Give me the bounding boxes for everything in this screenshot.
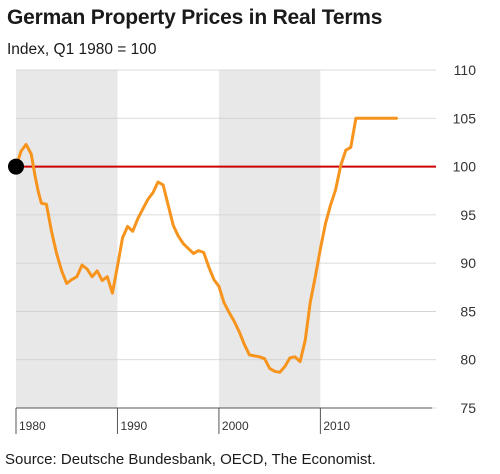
source-note: Source: Deutsche Bundesbank, OECD, The E… [5, 451, 376, 468]
y-tick-label-100: 100 [453, 159, 477, 175]
y-tick-label-85: 85 [460, 303, 476, 319]
start-marker [8, 158, 24, 175]
x-tick-label-2010: 2010 [323, 419, 350, 433]
x-tick-label-1990: 1990 [120, 419, 147, 433]
series-group [14, 116, 398, 374]
marker-group [8, 158, 24, 175]
y-tick-label-95: 95 [460, 207, 476, 223]
y-tick-label-90: 90 [460, 255, 476, 271]
y-tick-label-75: 75 [460, 400, 476, 416]
y-tick-label-110: 110 [454, 62, 477, 78]
shaded-band-1 [218, 70, 321, 408]
series-line-0 [14, 116, 398, 374]
y-tick-label-105: 105 [453, 110, 477, 126]
chart-subtitle: Index, Q1 1980 = 100 [7, 41, 157, 58]
x-tick-label-1980: 1980 [19, 419, 46, 433]
y-tick-label-80: 80 [460, 352, 476, 368]
x-axis: 1980 1990 2000 2010 [15, 407, 432, 434]
chart-title: German Property Prices in Real Terms [7, 6, 383, 29]
y-axis-ticks: 75 80 85 90 95 100 105 110 [453, 62, 477, 416]
shaded-band-0 [16, 70, 118, 408]
shaded-bands [16, 70, 321, 408]
x-tick-label-2000: 2000 [222, 419, 249, 433]
